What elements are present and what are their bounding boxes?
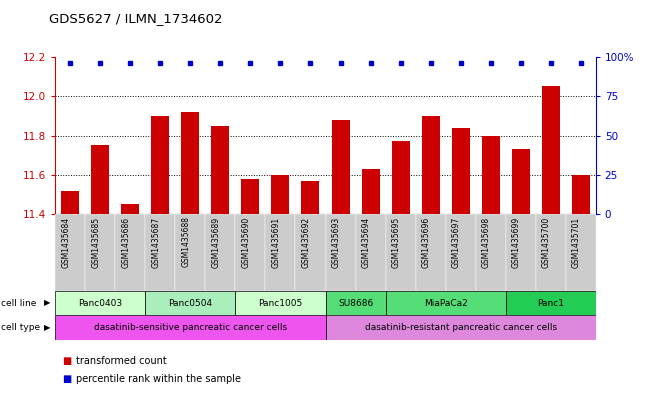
Text: ▶: ▶ <box>44 299 51 307</box>
Text: transformed count: transformed count <box>76 356 167 366</box>
Text: GSM1435696: GSM1435696 <box>422 217 430 268</box>
FancyBboxPatch shape <box>326 315 596 340</box>
Text: GSM1435693: GSM1435693 <box>331 217 340 268</box>
FancyBboxPatch shape <box>385 291 506 315</box>
Bar <box>271 175 290 214</box>
Bar <box>121 204 139 214</box>
Text: GDS5627 / ILMN_1734602: GDS5627 / ILMN_1734602 <box>49 12 223 25</box>
Text: SU8686: SU8686 <box>338 299 373 307</box>
Text: ■: ■ <box>62 356 71 366</box>
FancyBboxPatch shape <box>55 291 145 315</box>
Bar <box>175 214 206 291</box>
Text: MiaPaCa2: MiaPaCa2 <box>424 299 467 307</box>
FancyBboxPatch shape <box>236 291 326 315</box>
Bar <box>355 214 385 291</box>
Text: GSM1435690: GSM1435690 <box>242 217 251 268</box>
Text: GSM1435695: GSM1435695 <box>391 217 400 268</box>
Text: GSM1435700: GSM1435700 <box>542 217 551 268</box>
Bar <box>422 116 439 214</box>
Text: GSM1435692: GSM1435692 <box>301 217 311 268</box>
Text: cell type: cell type <box>1 323 40 332</box>
Bar <box>566 214 596 291</box>
Bar <box>61 191 79 214</box>
Text: percentile rank within the sample: percentile rank within the sample <box>76 374 241 384</box>
Text: GSM1435685: GSM1435685 <box>91 217 100 268</box>
FancyBboxPatch shape <box>145 291 236 315</box>
Bar <box>91 145 109 214</box>
Text: GSM1435691: GSM1435691 <box>271 217 281 268</box>
Text: dasatinib-resistant pancreatic cancer cells: dasatinib-resistant pancreatic cancer ce… <box>365 323 557 332</box>
Text: cell line: cell line <box>1 299 36 307</box>
Bar <box>385 214 415 291</box>
Bar <box>296 214 326 291</box>
Text: Panc1005: Panc1005 <box>258 299 303 307</box>
Text: GSM1435698: GSM1435698 <box>482 217 491 268</box>
Bar <box>391 141 409 214</box>
Text: Panc0504: Panc0504 <box>169 299 212 307</box>
Bar <box>182 112 199 214</box>
Text: GSM1435689: GSM1435689 <box>212 217 221 268</box>
Bar <box>55 214 85 291</box>
Bar <box>331 120 350 214</box>
Bar <box>452 128 469 214</box>
Text: ▶: ▶ <box>44 323 51 332</box>
Bar <box>572 175 590 214</box>
Bar <box>301 181 320 214</box>
Text: GSM1435684: GSM1435684 <box>61 217 70 268</box>
Text: GSM1435699: GSM1435699 <box>512 217 521 268</box>
Bar <box>476 214 506 291</box>
Text: GSM1435687: GSM1435687 <box>152 217 160 268</box>
FancyBboxPatch shape <box>326 291 385 315</box>
Bar <box>506 214 536 291</box>
FancyBboxPatch shape <box>55 315 325 340</box>
FancyBboxPatch shape <box>506 291 596 315</box>
Text: GSM1435688: GSM1435688 <box>182 217 191 268</box>
Bar <box>152 116 169 214</box>
Bar <box>415 214 445 291</box>
Bar <box>145 214 175 291</box>
Bar <box>206 214 236 291</box>
Bar <box>85 214 115 291</box>
Text: GSM1435686: GSM1435686 <box>121 217 130 268</box>
Text: dasatinib-sensitive pancreatic cancer cells: dasatinib-sensitive pancreatic cancer ce… <box>94 323 287 332</box>
Bar <box>236 214 266 291</box>
Text: Panc1: Panc1 <box>537 299 564 307</box>
Text: GSM1435694: GSM1435694 <box>361 217 370 268</box>
Text: GSM1435697: GSM1435697 <box>452 217 461 268</box>
Bar <box>266 214 296 291</box>
Bar <box>512 149 530 214</box>
Text: Panc0403: Panc0403 <box>78 299 122 307</box>
Bar <box>536 214 566 291</box>
Bar <box>242 179 260 214</box>
Bar <box>361 169 380 214</box>
Text: GSM1435701: GSM1435701 <box>572 217 581 268</box>
Text: ■: ■ <box>62 374 71 384</box>
Bar <box>542 86 560 214</box>
Bar <box>326 214 355 291</box>
Bar <box>445 214 476 291</box>
Bar <box>212 126 229 214</box>
Bar <box>115 214 145 291</box>
Bar <box>482 136 499 214</box>
